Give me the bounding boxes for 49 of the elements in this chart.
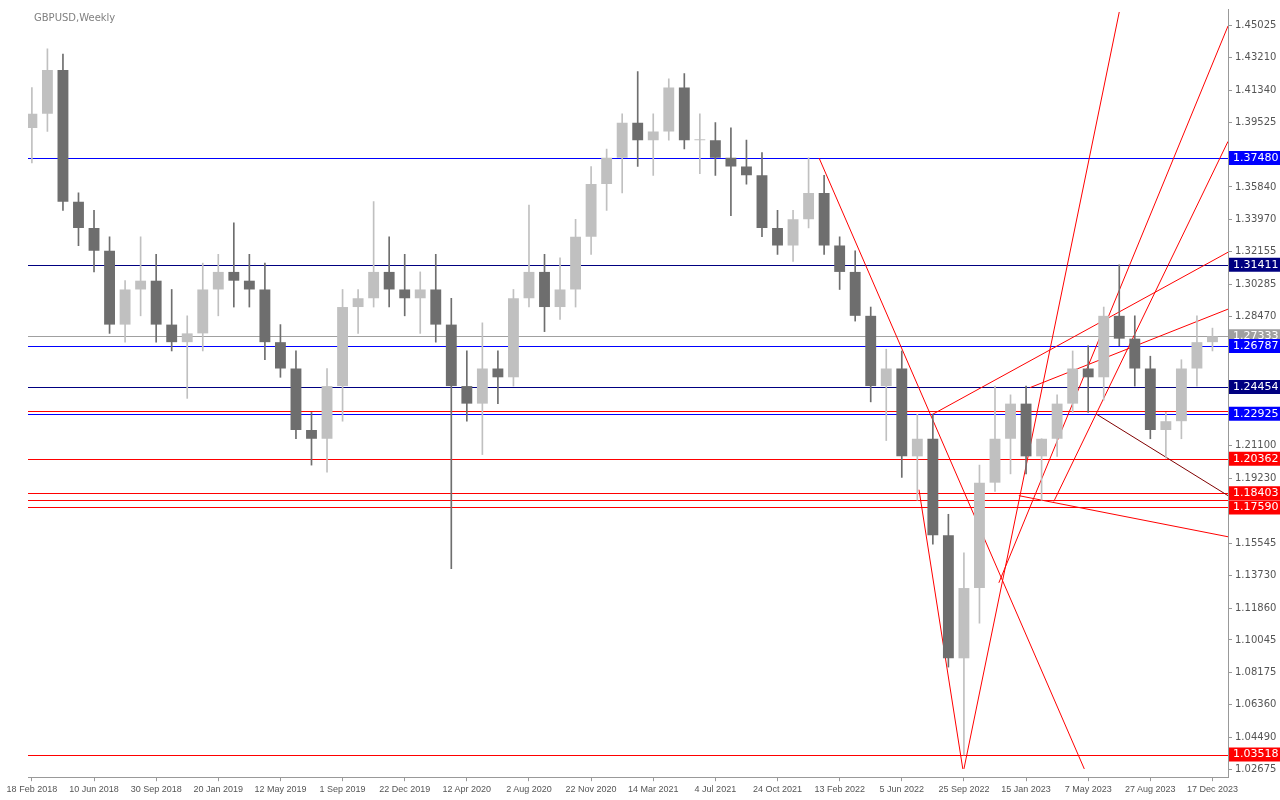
y-tick-label: 1.33970 <box>1235 213 1277 225</box>
y-tick-label: 1.39525 <box>1235 115 1277 127</box>
y-tick-label: 1.32155 <box>1235 245 1277 257</box>
y-tick-label: 1.02675 <box>1235 762 1277 774</box>
x-tick-label: 1 Sep 2019 <box>319 784 366 795</box>
y-tick-label: 1.10045 <box>1235 633 1277 645</box>
y-tick-label: 1.04490 <box>1235 731 1277 743</box>
y-tick-label: 1.30285 <box>1235 278 1277 290</box>
x-tick-label: 13 Feb 2022 <box>814 784 865 795</box>
y-tick-label: 1.15545 <box>1235 536 1277 548</box>
ref-line-label: 1.26787 <box>1233 338 1279 352</box>
ref-line-label: 1.31411 <box>1233 257 1279 271</box>
y-tick-label: 1.21100 <box>1235 439 1277 451</box>
ref-line-label: 1.20362 <box>1233 451 1279 465</box>
ref-line-label: 1.22925 <box>1233 406 1279 420</box>
y-tick-label: 1.35840 <box>1235 180 1277 192</box>
x-tick-label: 7 May 2023 <box>1064 784 1112 795</box>
x-tick-label: 17 Dec 2023 <box>1186 784 1238 795</box>
chart-title: GBPUSD,Weekly <box>34 11 116 23</box>
y-tick-label: 1.11860 <box>1235 601 1277 613</box>
ref-line-label: 1.37480 <box>1233 150 1279 164</box>
y-tick-label: 1.19230 <box>1235 472 1277 484</box>
x-tick-label: 2 Aug 2020 <box>506 784 552 795</box>
x-tick-label: 14 Mar 2021 <box>627 784 679 795</box>
ref-line-label: 1.24454 <box>1233 379 1279 393</box>
y-tick-label: 1.41340 <box>1235 83 1277 95</box>
x-tick-label: 4 Jul 2021 <box>694 784 737 795</box>
ref-line-label: 1.17590 <box>1233 500 1279 514</box>
x-tick-label: 24 Oct 2021 <box>752 784 803 795</box>
y-tick-label: 1.45025 <box>1235 19 1277 31</box>
x-tick-label: 12 May 2019 <box>254 784 307 795</box>
x-tick-label: 10 Jun 2018 <box>69 784 119 795</box>
x-tick-label: 27 Aug 2023 <box>1125 784 1176 795</box>
ref-line-label: 1.18403 <box>1233 486 1279 500</box>
y-tick-label: 1.08175 <box>1235 666 1277 678</box>
x-tick-label: 15 Jan 2023 <box>1001 784 1051 795</box>
y-tick-label: 1.06360 <box>1235 698 1277 710</box>
y-tick-label: 1.43210 <box>1235 51 1277 63</box>
x-tick-label: 22 Dec 2019 <box>379 784 431 795</box>
x-tick-label: 25 Sep 2022 <box>938 784 990 795</box>
x-tick-label: 30 Sep 2018 <box>130 784 182 795</box>
x-tick-label: 5 Jun 2022 <box>879 784 925 795</box>
ref-line-label: 1.03518 <box>1233 747 1279 761</box>
x-tick-label: 12 Apr 2020 <box>442 784 492 795</box>
y-tick-label: 1.13730 <box>1235 568 1277 580</box>
y-tick-label: 1.28470 <box>1235 309 1277 321</box>
x-tick-label: 22 Nov 2020 <box>565 784 617 795</box>
x-tick-label: 20 Jan 2019 <box>193 784 244 795</box>
x-tick-label: 18 Feb 2018 <box>6 784 58 795</box>
